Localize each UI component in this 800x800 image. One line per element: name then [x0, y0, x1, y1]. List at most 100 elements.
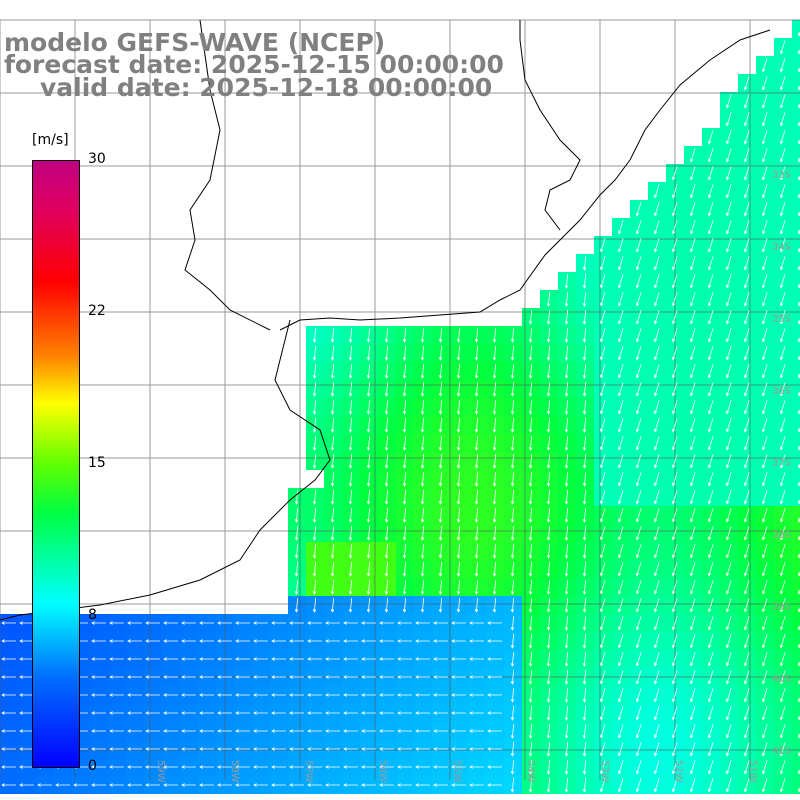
- wind-arrow: [456, 561, 461, 577]
- wind-arrow: [546, 687, 551, 703]
- wind-arrow: [420, 489, 425, 505]
- wind-arrow: [379, 747, 394, 751]
- wind-arrow: [330, 381, 335, 397]
- wind-arrow: [487, 747, 502, 751]
- wind-arrow: [145, 765, 160, 769]
- wind-arrow: [474, 471, 479, 487]
- wind-arrow: [617, 580, 624, 595]
- wind-arrow: [451, 675, 466, 679]
- wind-arrow: [217, 729, 232, 733]
- wind-arrow: [109, 729, 124, 733]
- wind-cell: [792, 380, 800, 398]
- wind-arrow: [433, 657, 448, 661]
- wind-arrow: [348, 507, 353, 523]
- wind-arrow: [779, 778, 786, 793]
- wind-arrow: [564, 705, 569, 721]
- wind-arrow: [725, 184, 732, 199]
- wind-arrow: [127, 711, 142, 715]
- wind-arrow: [582, 327, 587, 343]
- wind-arrow: [599, 436, 606, 451]
- wind-cell: [792, 290, 800, 308]
- wind-arrow: [510, 759, 515, 775]
- wind-arrow: [127, 693, 142, 697]
- wind-arrow: [725, 400, 732, 415]
- wind-arrow: [366, 453, 371, 469]
- wind-arrow: [474, 507, 479, 523]
- wind-arrow: [402, 561, 407, 577]
- wind-arrow: [330, 579, 335, 595]
- wind-arrow: [384, 525, 389, 541]
- wind-cell: [792, 758, 800, 776]
- wind-arrow: [474, 435, 479, 451]
- wind-arrow: [199, 675, 214, 679]
- wind-arrow: [253, 693, 268, 697]
- wind-arrow: [253, 729, 268, 733]
- wind-arrow: [330, 561, 335, 577]
- wind-arrow: [487, 783, 502, 787]
- wind-arrow: [653, 382, 660, 397]
- wind-arrow: [599, 616, 606, 631]
- wind-arrow: [474, 417, 479, 433]
- wind-arrow: [635, 400, 642, 415]
- wind-arrow: [653, 562, 660, 577]
- wind-arrow: [325, 675, 340, 679]
- wind-arrow: [253, 639, 268, 643]
- wind-cell: [792, 614, 800, 632]
- lon-label: 55W: [451, 760, 462, 783]
- wind-arrow: [163, 711, 178, 715]
- wind-arrow: [779, 220, 786, 235]
- wind-arrow: [761, 472, 768, 487]
- wind-arrow: [456, 579, 461, 595]
- wind-arrow: [384, 561, 389, 577]
- wind-arrow: [181, 783, 196, 787]
- wind-arrow: [366, 417, 371, 433]
- wind-arrow: [779, 472, 786, 487]
- wind-arrow: [325, 657, 340, 661]
- wind-arrow: [469, 747, 484, 751]
- wind-arrow: [707, 760, 714, 775]
- wind-arrow: [671, 400, 678, 415]
- wind-arrow: [492, 525, 497, 541]
- wind-arrow: [366, 435, 371, 451]
- wind-arrow: [582, 705, 587, 721]
- wind-cell: [792, 740, 800, 758]
- wind-arrow: [599, 346, 606, 361]
- wind-arrow: [671, 652, 678, 667]
- wind-arrow: [271, 783, 286, 787]
- wind-arrow: [528, 651, 533, 667]
- wind-arrow: [1, 621, 16, 625]
- wind-arrow: [707, 544, 714, 559]
- wind-arrow: [294, 507, 299, 523]
- wind-arrow: [199, 657, 214, 661]
- wind-arrow: [415, 621, 430, 625]
- wind-arrow: [635, 220, 642, 235]
- wind-arrow: [564, 597, 569, 613]
- wind-arrow: [582, 525, 587, 541]
- wind-arrow: [145, 675, 160, 679]
- wind-arrow: [510, 705, 515, 721]
- wind-arrow: [330, 471, 335, 487]
- wind-arrow: [779, 706, 786, 721]
- lat-label: 37S: [772, 458, 791, 469]
- wind-arrow: [271, 765, 286, 769]
- wind-arrow: [528, 309, 533, 325]
- wind-arrow: [779, 274, 786, 289]
- wind-arrow: [546, 435, 551, 451]
- wind-arrow: [343, 639, 358, 643]
- wind-arrow: [384, 489, 389, 505]
- wind-arrow: [127, 639, 142, 643]
- wind-arrow: [181, 621, 196, 625]
- wind-cell: [792, 398, 800, 416]
- wind-arrow: [307, 783, 322, 787]
- wind-arrow: [546, 777, 551, 793]
- wind-arrow: [779, 454, 786, 469]
- wind-arrow: [366, 579, 371, 595]
- wind-arrow: [761, 616, 768, 631]
- wind-arrow: [451, 783, 466, 787]
- wind-arrow: [761, 670, 768, 685]
- wind-arrow: [564, 435, 569, 451]
- wind-arrow: [617, 598, 624, 613]
- wind-arrow: [779, 724, 786, 739]
- wind-arrow: [599, 670, 606, 685]
- wind-arrow: [689, 544, 696, 559]
